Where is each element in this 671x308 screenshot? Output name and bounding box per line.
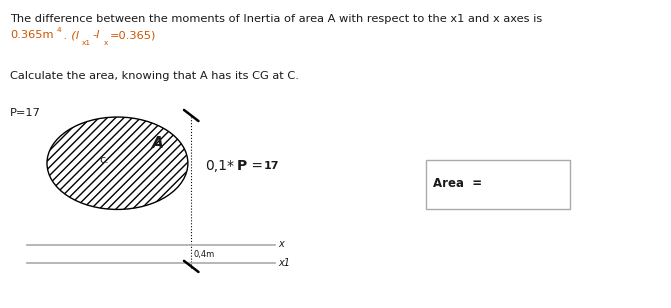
Text: A: A: [152, 136, 164, 151]
Text: =: =: [247, 159, 263, 173]
Text: x1: x1: [278, 258, 291, 268]
Text: P: P: [237, 159, 247, 173]
Text: =0.365): =0.365): [109, 30, 156, 40]
Text: c.: c.: [99, 155, 109, 165]
Text: 0,1*: 0,1*: [205, 159, 234, 173]
Ellipse shape: [47, 117, 188, 209]
Text: 0.365m: 0.365m: [10, 30, 54, 40]
Text: Area  =: Area =: [433, 177, 482, 190]
Text: 17: 17: [264, 161, 279, 171]
Text: . (l: . (l: [64, 30, 79, 40]
Text: x: x: [278, 239, 285, 249]
Text: 4: 4: [57, 27, 62, 33]
Text: x: x: [104, 40, 109, 46]
Text: Calculate the area, knowing that A has its CG at C.: Calculate the area, knowing that A has i…: [10, 71, 299, 81]
Text: The difference between the moments of Inertia of area A with respect to the x1 a: The difference between the moments of In…: [10, 14, 542, 24]
Text: x1: x1: [82, 40, 91, 46]
Text: P=17: P=17: [10, 108, 41, 118]
Text: -l: -l: [93, 30, 100, 40]
Bar: [426, 160, 570, 209]
Text: 0,4m: 0,4m: [194, 249, 215, 259]
